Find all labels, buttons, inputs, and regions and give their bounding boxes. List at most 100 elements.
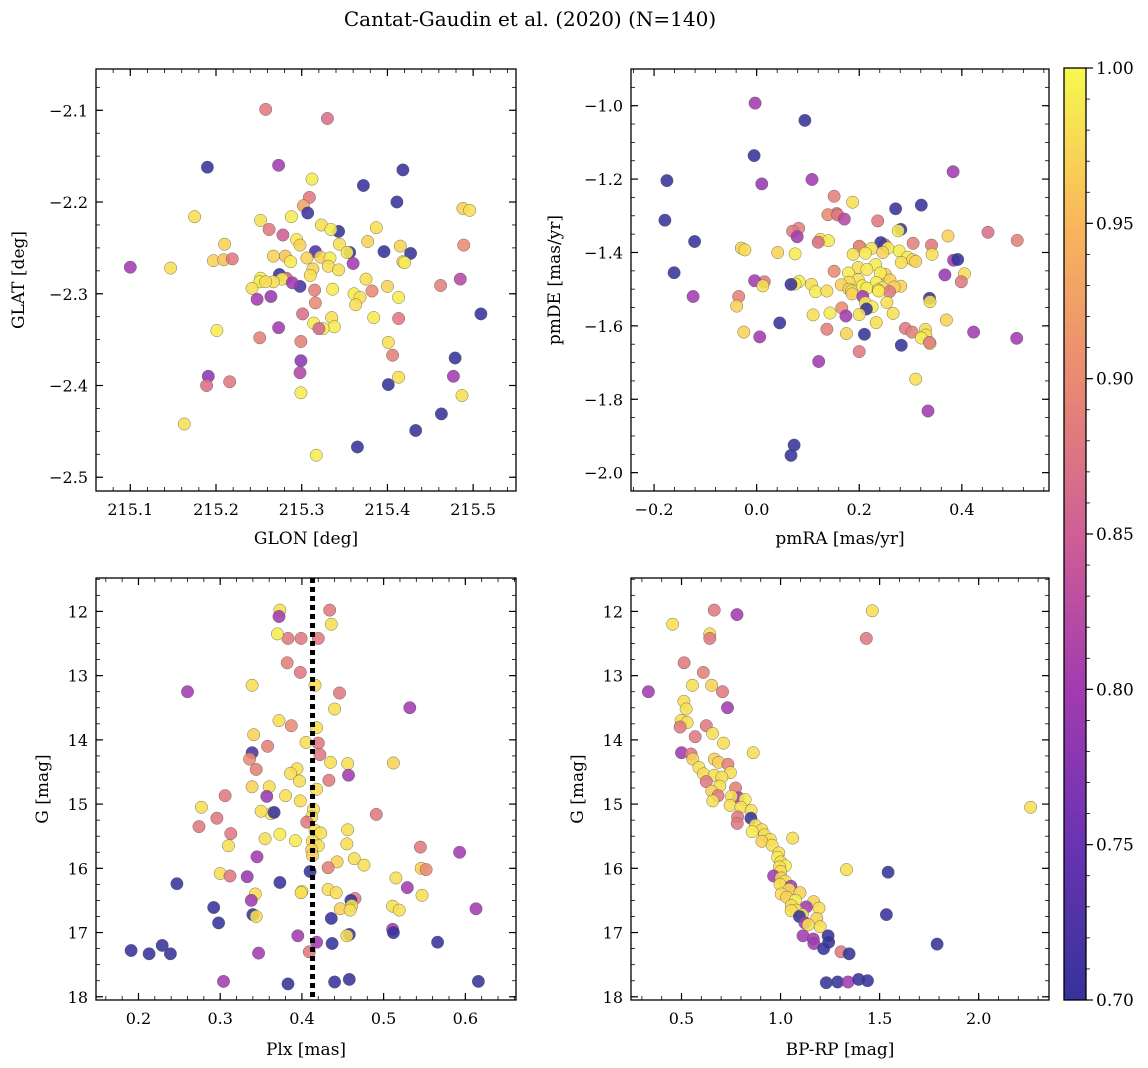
data-point xyxy=(716,685,729,699)
data-point xyxy=(177,417,191,431)
data-point xyxy=(861,974,874,988)
data-point xyxy=(446,369,460,383)
data-point xyxy=(324,755,337,769)
data-point xyxy=(361,235,375,248)
axes-frame xyxy=(630,68,1050,492)
data-point xyxy=(293,794,307,808)
data-point xyxy=(259,275,273,289)
data-point xyxy=(748,96,762,110)
data-point xyxy=(164,261,178,275)
data-point xyxy=(163,947,177,961)
data-point xyxy=(392,290,405,304)
data-point xyxy=(393,239,407,253)
data-point xyxy=(305,172,319,186)
colorbar-tick-label: 0.75 xyxy=(1096,836,1134,856)
y-tick-label: 15 xyxy=(603,795,623,814)
data-point xyxy=(404,246,417,260)
data-point xyxy=(330,855,344,869)
data-point xyxy=(938,268,952,282)
data-point xyxy=(846,247,860,261)
data-point xyxy=(820,284,834,298)
y-tick-label: 18 xyxy=(603,988,623,1007)
data-point xyxy=(293,238,307,252)
data-point xyxy=(224,827,238,840)
data-point xyxy=(294,386,308,400)
data-point xyxy=(311,632,325,645)
y-tick-label: 14 xyxy=(68,731,88,750)
y-tick-label: −2.0 xyxy=(584,464,623,483)
data-point xyxy=(642,685,655,699)
colorbar-gradient xyxy=(1064,68,1086,1000)
data-point xyxy=(279,789,292,803)
data-point xyxy=(666,617,679,631)
data-point xyxy=(686,678,699,692)
data-point xyxy=(328,975,341,989)
data-point xyxy=(346,257,360,270)
colorbar-tick-label: 1.00 xyxy=(1096,59,1134,79)
data-point xyxy=(434,279,447,292)
data-point xyxy=(392,312,405,325)
data-point xyxy=(260,790,274,803)
data-point xyxy=(409,424,423,437)
y-tick-label: 12 xyxy=(68,602,88,621)
data-point xyxy=(273,827,287,841)
data-point xyxy=(809,285,822,299)
data-point xyxy=(845,287,859,301)
data-point xyxy=(755,177,769,191)
colorbar: 0.70 0.75 0.80 0.85 0.90 0.95 1.00 xyxy=(1063,59,1134,1011)
data-point xyxy=(930,937,944,951)
y-tick-label: −1.2 xyxy=(584,170,623,189)
data-point xyxy=(730,817,744,830)
data-point xyxy=(906,236,920,250)
data-point xyxy=(737,325,751,339)
data-point xyxy=(309,448,323,462)
data-point xyxy=(914,198,928,212)
data-point xyxy=(686,290,700,303)
data-point xyxy=(326,282,339,296)
data-point xyxy=(210,324,224,337)
data-point xyxy=(272,158,285,172)
data-point xyxy=(951,253,965,266)
data-point xyxy=(891,224,905,238)
data-point xyxy=(245,678,259,692)
data-point xyxy=(981,225,995,239)
y-tick-label: −1.0 xyxy=(584,97,623,116)
data-points xyxy=(123,103,488,462)
data-point xyxy=(852,345,866,358)
y-tick-label: 12 xyxy=(603,602,623,621)
data-point xyxy=(272,321,285,335)
data-point xyxy=(872,284,886,298)
data-point xyxy=(212,916,226,930)
data-point xyxy=(883,285,896,299)
y-axis-label: pmDE [mas/yr] xyxy=(545,215,565,345)
data-point xyxy=(730,299,744,313)
data-point xyxy=(245,281,259,295)
y-tick-label: 18 xyxy=(68,988,88,1007)
data-point xyxy=(293,774,306,788)
data-point xyxy=(258,832,272,846)
y-tick-label: 15 xyxy=(68,795,88,814)
data-point xyxy=(457,238,471,252)
data-point xyxy=(784,277,798,291)
data-point xyxy=(294,354,308,368)
data-point xyxy=(300,251,314,265)
data-point xyxy=(880,908,893,921)
data-point xyxy=(798,114,812,127)
data-point xyxy=(284,766,297,780)
data-point xyxy=(280,656,294,670)
data-point xyxy=(250,850,264,864)
data-point xyxy=(396,163,410,177)
data-point xyxy=(894,255,908,269)
data-point xyxy=(909,372,923,386)
data-point xyxy=(784,448,798,462)
data-point xyxy=(322,773,336,787)
data-point xyxy=(245,780,259,794)
data-point xyxy=(841,975,855,989)
data-point xyxy=(294,632,308,645)
data-point xyxy=(329,886,343,900)
data-point xyxy=(705,678,718,692)
y-axis-label: G [mag] xyxy=(568,754,588,823)
data-point xyxy=(474,307,488,321)
data-point xyxy=(333,686,346,700)
x-tick-label: 0.3 xyxy=(207,1009,232,1028)
